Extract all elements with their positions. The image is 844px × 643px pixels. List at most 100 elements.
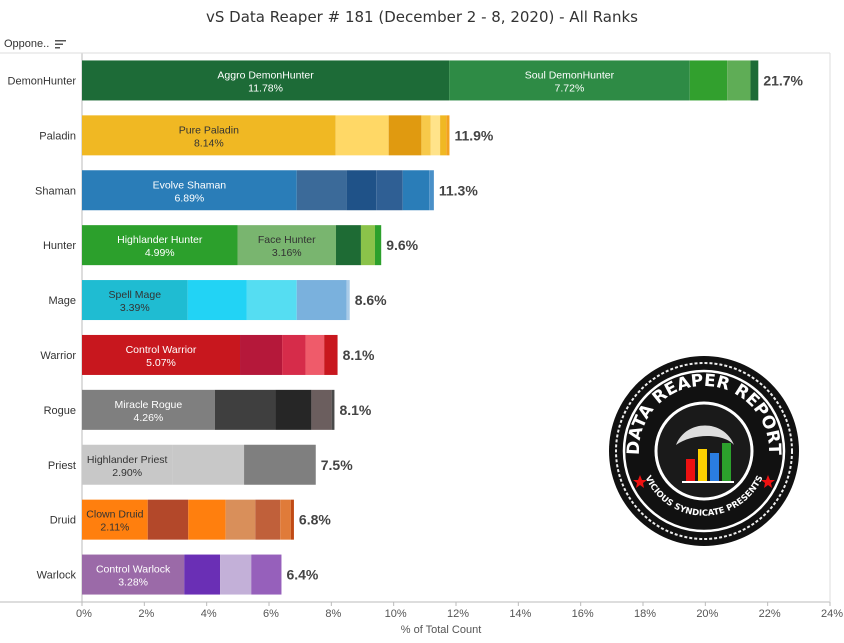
x-tick-label: 10%	[385, 608, 407, 620]
category-label: Hunter	[43, 240, 76, 252]
bar-segment	[305, 334, 325, 375]
bar-segment	[336, 225, 361, 266]
bar-total-label: 8.1%	[343, 347, 375, 363]
category-label: Druid	[50, 515, 76, 527]
segment-value-label: 3.39%	[120, 302, 150, 314]
x-tick-label: 18%	[634, 608, 656, 620]
bar-segment	[331, 389, 335, 430]
bar-segment	[246, 280, 297, 321]
bar-segment	[187, 280, 247, 321]
segment-name-label: Evolve Shaman	[153, 179, 227, 191]
bar-total-label: 8.6%	[355, 292, 387, 308]
bar-segment	[82, 554, 185, 595]
x-tick-label: 0%	[76, 608, 92, 620]
bar-segment	[82, 280, 188, 321]
sort-icon[interactable]	[55, 39, 67, 49]
category-label: Mage	[48, 295, 76, 307]
bar-segment	[240, 334, 283, 375]
bar-total-label: 7.5%	[321, 457, 353, 473]
bar-segment	[82, 389, 215, 430]
bar-segment	[184, 554, 221, 595]
filter-label: Oppone..	[4, 38, 50, 50]
x-tick-label: 4%	[201, 608, 217, 620]
category-label: Priest	[48, 460, 76, 472]
bar-segment	[82, 444, 173, 485]
bar-segment	[172, 444, 245, 485]
bar-segment	[402, 170, 430, 211]
bar-segment	[82, 170, 297, 211]
category-label: Shaman	[35, 185, 76, 197]
bar-segment	[82, 60, 450, 101]
segment-value-label: 3.16%	[272, 247, 302, 259]
x-tick-label: 8%	[325, 608, 341, 620]
bar-segment	[82, 334, 241, 375]
bar-segment	[346, 170, 377, 211]
bar-segment	[147, 499, 189, 540]
category-label: Warlock	[37, 570, 77, 582]
bar-segment	[280, 499, 291, 540]
bar-total-label: 21.7%	[763, 72, 803, 88]
x-tick-label: 6%	[263, 608, 279, 620]
segment-name-label: Soul DemonHunter	[525, 69, 615, 81]
segment-name-label: Spell Mage	[109, 289, 162, 301]
bar-segment	[727, 60, 751, 101]
x-tick-label: 22%	[759, 608, 781, 620]
segment-value-label: 8.14%	[194, 137, 224, 149]
segment-value-label: 4.26%	[133, 412, 163, 424]
x-tick-label: 14%	[509, 608, 531, 620]
segment-name-label: Aggro DemonHunter	[217, 69, 314, 81]
segment-value-label: 5.07%	[146, 357, 176, 369]
bar-segment	[82, 499, 148, 540]
bar-segment	[440, 115, 447, 156]
bar-segment	[82, 225, 238, 266]
bar-segment	[282, 334, 306, 375]
category-label: Rogue	[44, 405, 76, 417]
segment-name-label: Pure Paladin	[179, 124, 239, 136]
segment-name-label: Control Warlock	[96, 564, 171, 576]
bar-segment	[335, 115, 389, 156]
bar-total-label: 6.4%	[286, 567, 318, 583]
bar-segment	[237, 225, 337, 266]
x-tick-label: 24%	[821, 608, 843, 620]
segment-name-label: Clown Druid	[86, 509, 143, 521]
segment-value-label: 6.89%	[174, 192, 204, 204]
segment-name-label: Highlander Priest	[87, 454, 168, 466]
category-label: DemonHunter	[8, 75, 77, 87]
bar-segment	[214, 389, 276, 430]
data-reaper-report-logo: DATA REAPER REPORT VICIOUS SYNDICATE PRE…	[609, 356, 799, 546]
bar-total-label: 9.6%	[386, 237, 418, 253]
bar-segment	[82, 115, 336, 156]
bar-segment	[446, 115, 450, 156]
x-axis-title: % of Total Count	[401, 624, 482, 636]
bar-segment	[255, 499, 281, 540]
opponent-filter[interactable]: Oppone..	[4, 38, 67, 50]
bar-segment	[421, 115, 431, 156]
segment-name-label: Miracle Rogue	[115, 399, 183, 411]
chart-title: vS Data Reaper # 181 (December 2 - 8, 20…	[206, 8, 638, 26]
bar-segment	[296, 280, 347, 321]
bar-segment	[296, 170, 347, 211]
bar-segment	[275, 389, 312, 430]
bar-segment	[750, 60, 759, 101]
category-label: Warrior	[40, 350, 76, 362]
segment-name-label: Highlander Hunter	[117, 234, 203, 246]
x-tick-label: 12%	[447, 608, 469, 620]
segment-name-label: Control Warrior	[126, 344, 197, 356]
segment-value-label: 2.11%	[100, 522, 129, 534]
bar-segment	[225, 499, 256, 540]
bar-segment	[346, 280, 350, 321]
x-tick-label: 20%	[696, 608, 718, 620]
x-tick-label: 16%	[572, 608, 594, 620]
bar-segment	[388, 115, 422, 156]
segment-value-label: 4.99%	[145, 247, 175, 259]
bar-total-label: 6.8%	[299, 512, 331, 528]
bar-segment	[188, 499, 226, 540]
segment-value-label: 3.28%	[118, 577, 148, 589]
bar-segment	[290, 499, 294, 540]
bar-segment	[244, 444, 316, 485]
x-tick-label: 2%	[138, 608, 154, 620]
segment-value-label: 11.78%	[248, 82, 283, 94]
bar-segment	[360, 225, 375, 266]
bar-segment	[251, 554, 282, 595]
bar-total-label: 8.1%	[339, 402, 371, 418]
